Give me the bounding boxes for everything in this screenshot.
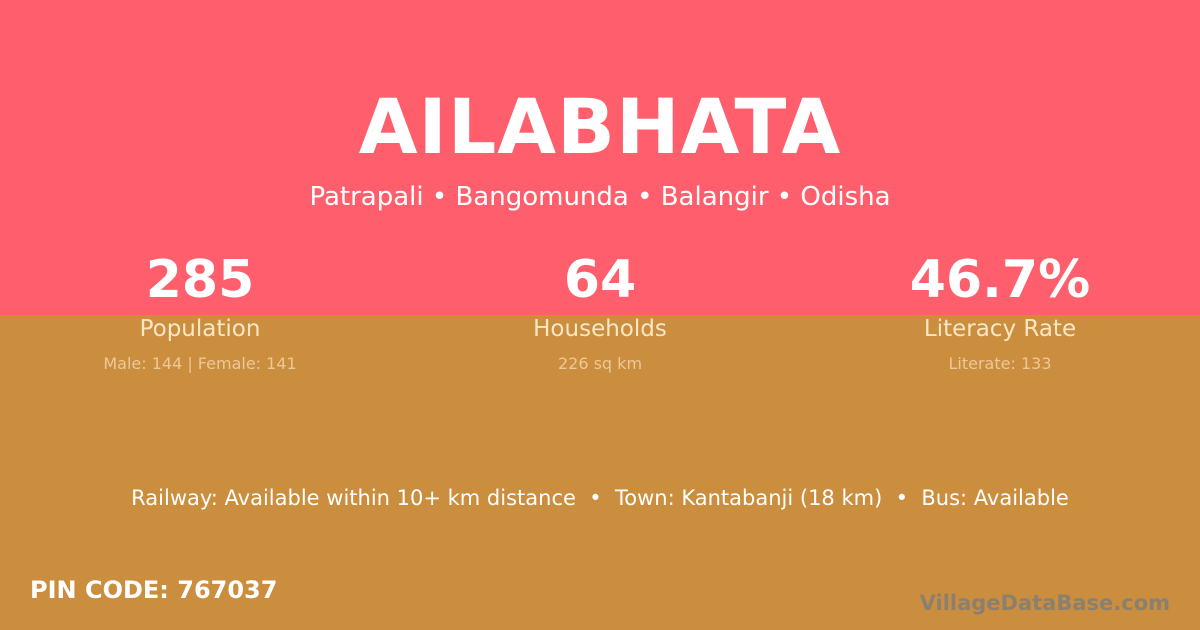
- households-detail: 226 sq km: [557, 354, 643, 373]
- header-band: [0, 0, 1200, 315]
- watermark-logo: VillageDataBase.com: [919, 591, 1170, 615]
- households-label: Households: [533, 316, 667, 342]
- pin-code: PIN CODE: 767037: [30, 576, 278, 604]
- population-value: 285: [145, 250, 255, 310]
- population-label: Population: [139, 316, 261, 342]
- location-breadcrumb: Patrapali • Bangomunda • Balangir • Odis…: [309, 182, 891, 212]
- info-band: [0, 315, 1200, 630]
- literacy-value: 46.7%: [909, 250, 1091, 310]
- literacy-detail: Literate: 133: [948, 354, 1052, 373]
- village-name: AILABHATA: [358, 82, 842, 171]
- households-value: 64: [563, 250, 637, 310]
- population-detail: Male: 144 | Female: 141: [103, 354, 297, 373]
- literacy-label: Literacy Rate: [923, 316, 1077, 342]
- amenities-line: Railway: Available within 10+ km distanc…: [131, 486, 1069, 510]
